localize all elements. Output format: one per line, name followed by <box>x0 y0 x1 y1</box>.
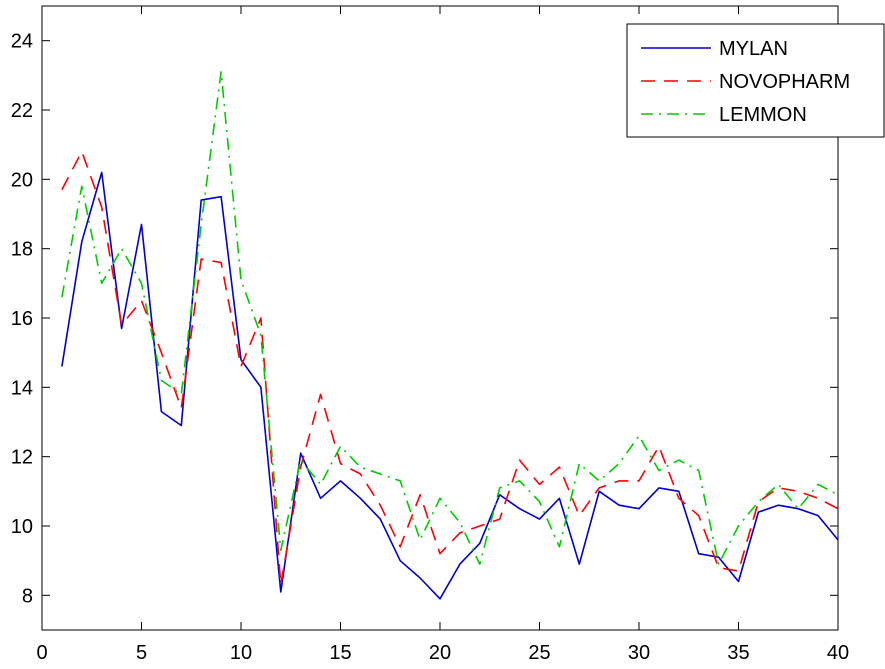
x-tick-label: 10 <box>230 642 252 664</box>
y-tick-label: 14 <box>11 377 33 399</box>
x-tick-label: 30 <box>628 642 650 664</box>
x-tick-label: 40 <box>827 642 849 664</box>
legend-label-lemmon: LEMMON <box>719 104 807 126</box>
series-layer <box>61 71 839 600</box>
y-tick-label: 8 <box>22 585 33 607</box>
y-tick-label: 22 <box>11 100 33 122</box>
x-tick-label: 35 <box>727 642 749 664</box>
y-tick-label: 24 <box>11 31 33 53</box>
series-line-novopharm <box>61 150 839 586</box>
y-tick-label: 10 <box>11 516 33 538</box>
series-line-lemmon <box>61 71 839 565</box>
legend-label-mylan: MYLAN <box>719 38 788 60</box>
x-tick-label: 20 <box>429 642 451 664</box>
x-tick-label: 5 <box>136 642 147 664</box>
y-tick-label: 16 <box>11 308 33 330</box>
axis-layer: 0 5 10 15 20 25 30 35 40 8 10 12 14 16 18 20 22 24 <box>11 6 849 664</box>
x-tick-label: 0 <box>36 642 47 664</box>
legend: MYLAN NOVOPHARM LEMMON <box>626 23 885 138</box>
y-tick-label: 18 <box>11 239 33 261</box>
y-tick-label: 12 <box>11 447 33 469</box>
y-tick-label: 20 <box>11 169 33 191</box>
x-tick-label: 15 <box>329 642 351 664</box>
x-tick-label: 25 <box>528 642 550 664</box>
legend-label-novopharm: NOVOPHARM <box>719 71 850 93</box>
